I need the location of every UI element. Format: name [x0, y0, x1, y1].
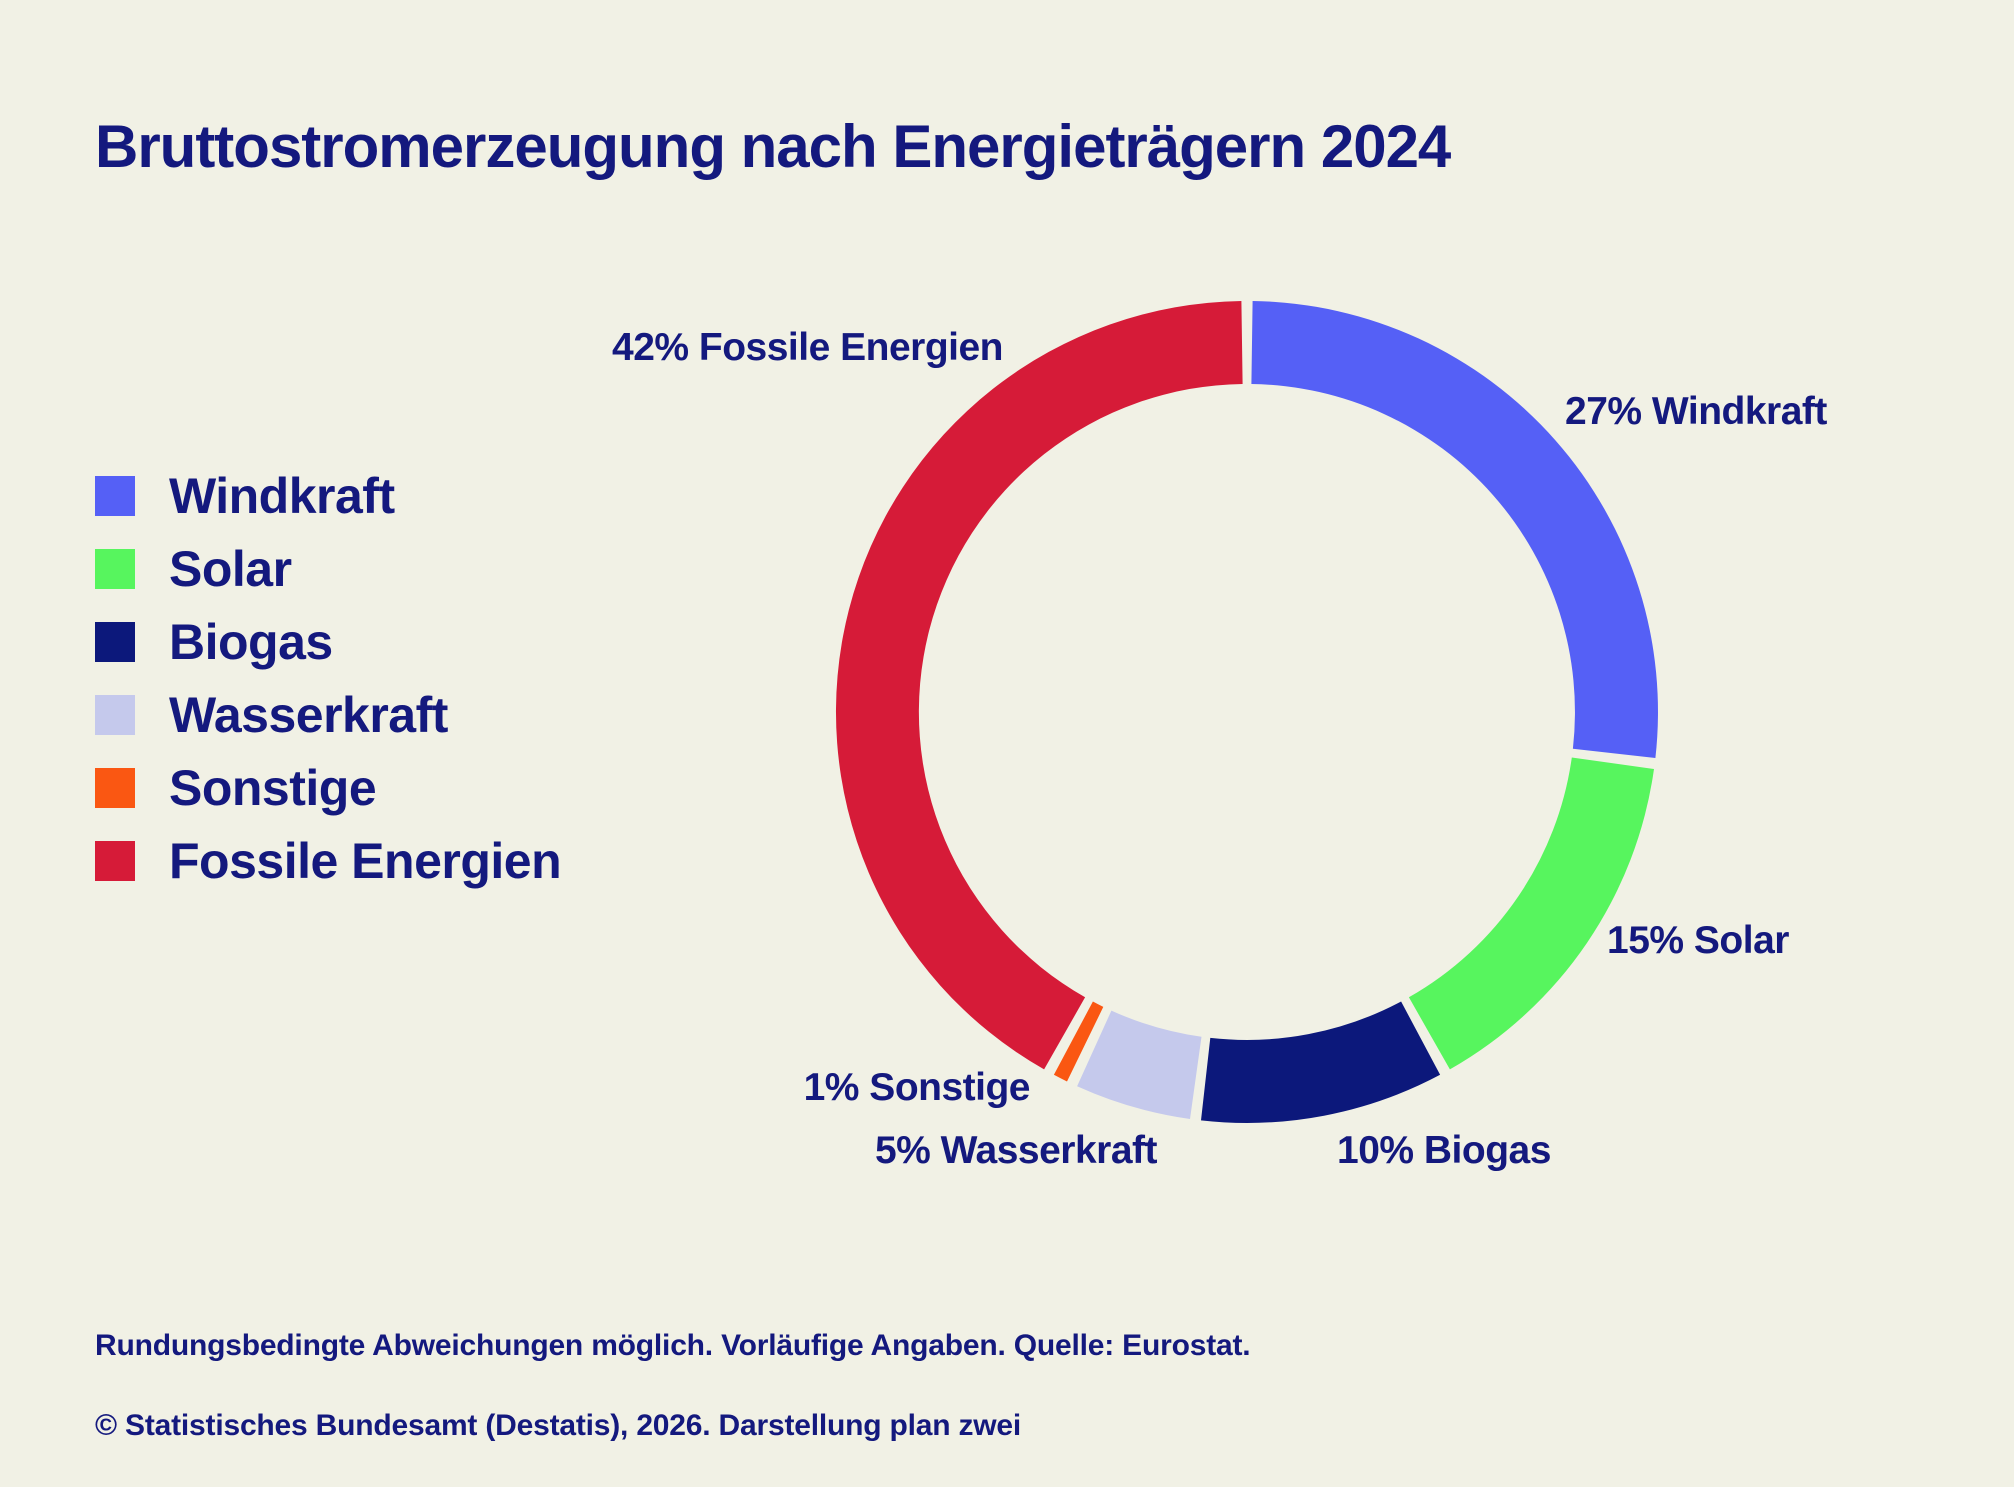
footnote-source: Rundungsbedingte Abweichungen möglich. V…	[95, 1329, 1251, 1362]
donut-slice-wasserkraft	[1077, 1010, 1202, 1119]
legend: Windkraft Solar Biogas Wasserkraft Sonstige F…	[95, 459, 562, 897]
legend-swatch-windkraft	[95, 475, 135, 516]
legend-item-solar: Solar	[95, 532, 561, 605]
chart-title: Bruttostromerzeugung nach Energieträgern…	[95, 113, 1451, 180]
donut-slice-solar	[1408, 757, 1654, 1070]
slice-label-wasserkraft: 5% Wasserkraft	[874, 1129, 1158, 1172]
slice-label-sonstige: 1% Sonstige	[803, 1066, 1031, 1109]
legend-item-wasserkraft: Wasserkraft	[95, 678, 561, 751]
donut-slice-biogas	[1201, 1001, 1441, 1123]
legend-label-solar: Solar	[169, 540, 292, 597]
legend-swatch-wasserkraft	[95, 694, 135, 735]
donut-slice-fossile	[835, 301, 1243, 1070]
slice-label-windkraft: 27% Windkraft	[1565, 390, 1827, 433]
donut-slice-windkraft	[1251, 301, 1658, 758]
legend-item-sonstige: Sonstige	[95, 751, 561, 824]
legend-swatch-solar	[95, 548, 135, 589]
legend-item-fossile: Fossile Energien	[95, 824, 562, 897]
legend-label-fossile: Fossile Energien	[169, 832, 562, 889]
legend-label-biogas: Biogas	[169, 613, 333, 670]
legend-swatch-biogas	[95, 621, 135, 662]
legend-label-sonstige: Sonstige	[169, 759, 377, 816]
footnote-copyright: © Statistisches Bundesamt (Destatis), 20…	[95, 1409, 1022, 1442]
legend-swatch-fossile	[95, 840, 135, 881]
slice-label-biogas: 10% Biogas	[1337, 1129, 1551, 1172]
slice-label-fossile: 42% Fossile Energien	[612, 326, 1004, 369]
legend-label-wasserkraft: Wasserkraft	[169, 686, 448, 743]
donut-slice-sonstige	[1053, 1001, 1104, 1082]
slice-label-solar: 15% Solar	[1607, 919, 1789, 962]
legend-swatch-sonstige	[95, 767, 135, 808]
legend-item-biogas: Biogas	[95, 605, 561, 678]
legend-item-windkraft: Windkraft	[95, 459, 561, 532]
legend-label-windkraft: Windkraft	[169, 467, 395, 524]
